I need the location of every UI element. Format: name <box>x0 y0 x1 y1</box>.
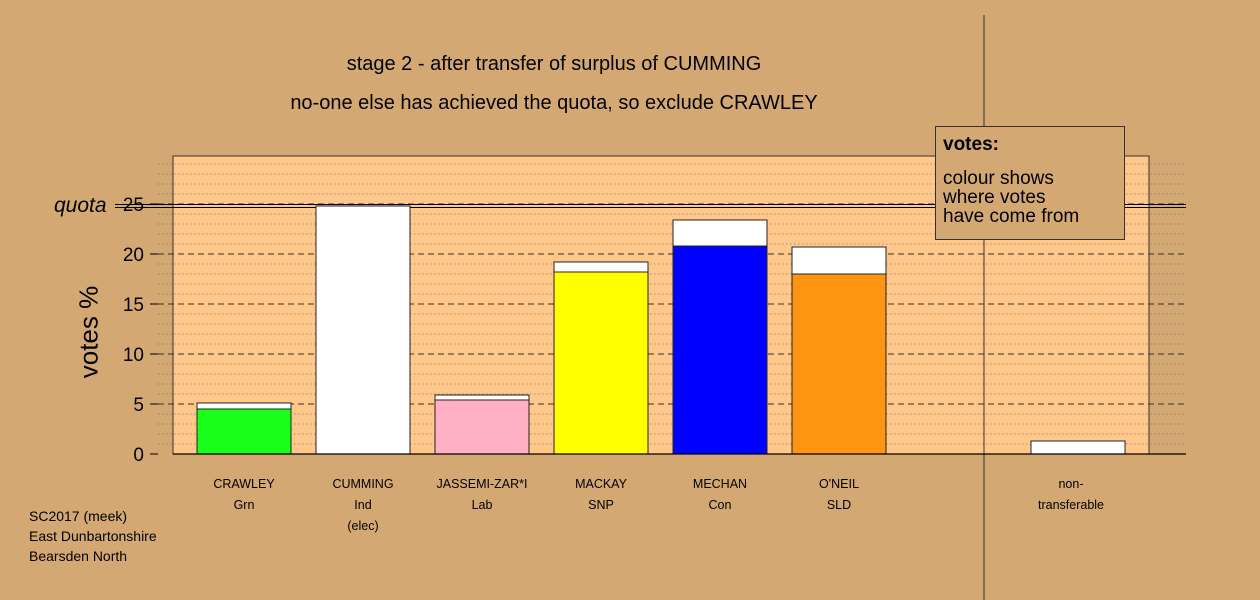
bar-segment <box>791 246 887 275</box>
nontransferable-label-2: transferable <box>1037 498 1104 512</box>
y-tick-label: 15 <box>123 295 144 316</box>
nontransferable-bar <box>1030 440 1126 455</box>
bar-segment <box>434 394 530 401</box>
quota-label: quota <box>54 194 107 217</box>
y-tick-label: 0 <box>133 445 144 466</box>
category-label-name: MECHAN <box>692 477 748 491</box>
footer-line: SC2017 (meek) <box>29 508 128 524</box>
bar-segment <box>672 245 768 455</box>
category-label-party: Con <box>708 498 732 512</box>
category-label-note: (elec) <box>347 519 379 533</box>
y-tick-label: 5 <box>133 395 144 416</box>
y-tick-label: 25 <box>123 195 144 216</box>
legend: votes: colour shows where votes have com… <box>935 126 1125 240</box>
bar-segment <box>434 399 530 455</box>
category-label-party: Lab <box>471 498 493 512</box>
y-tick-label: 20 <box>123 245 144 266</box>
legend-line: colour shows <box>943 168 1054 189</box>
chart-title: stage 2 - after transfer of surplus of C… <box>346 53 762 75</box>
y-tick-label: 10 <box>123 345 144 366</box>
chart-subtitle: no-one else has achieved the quota, so e… <box>290 92 818 114</box>
legend-line: have come from <box>943 206 1080 227</box>
nontransferable-label-1: non- <box>1058 477 1084 491</box>
category-label-name: O'NEIL <box>819 477 859 491</box>
category-label-party: SLD <box>826 498 852 512</box>
bar-segment <box>196 402 292 410</box>
footer-line: Bearsden North <box>29 548 128 564</box>
bar-segment <box>196 408 292 455</box>
bar-segment <box>791 273 887 455</box>
bar-segment <box>553 271 649 455</box>
category-label-party: SNP <box>588 498 614 512</box>
y-axis-label: votes % <box>73 285 104 379</box>
footer-line: East Dunbartonshire <box>29 528 157 544</box>
bar-segment <box>553 261 649 273</box>
bar-segment <box>672 219 768 247</box>
bar-segment <box>315 205 411 455</box>
legend-title: votes: <box>943 134 999 155</box>
legend-line: where votes <box>943 187 1046 208</box>
category-label-party: Grn <box>233 498 255 512</box>
category-label-name: MACKAY <box>575 477 627 491</box>
category-label-name: JASSEMI-ZAR*I <box>436 477 528 491</box>
category-label-name: CRAWLEY <box>213 477 275 491</box>
category-label-party: Ind <box>354 498 372 512</box>
category-label-name: CUMMING <box>332 477 394 491</box>
